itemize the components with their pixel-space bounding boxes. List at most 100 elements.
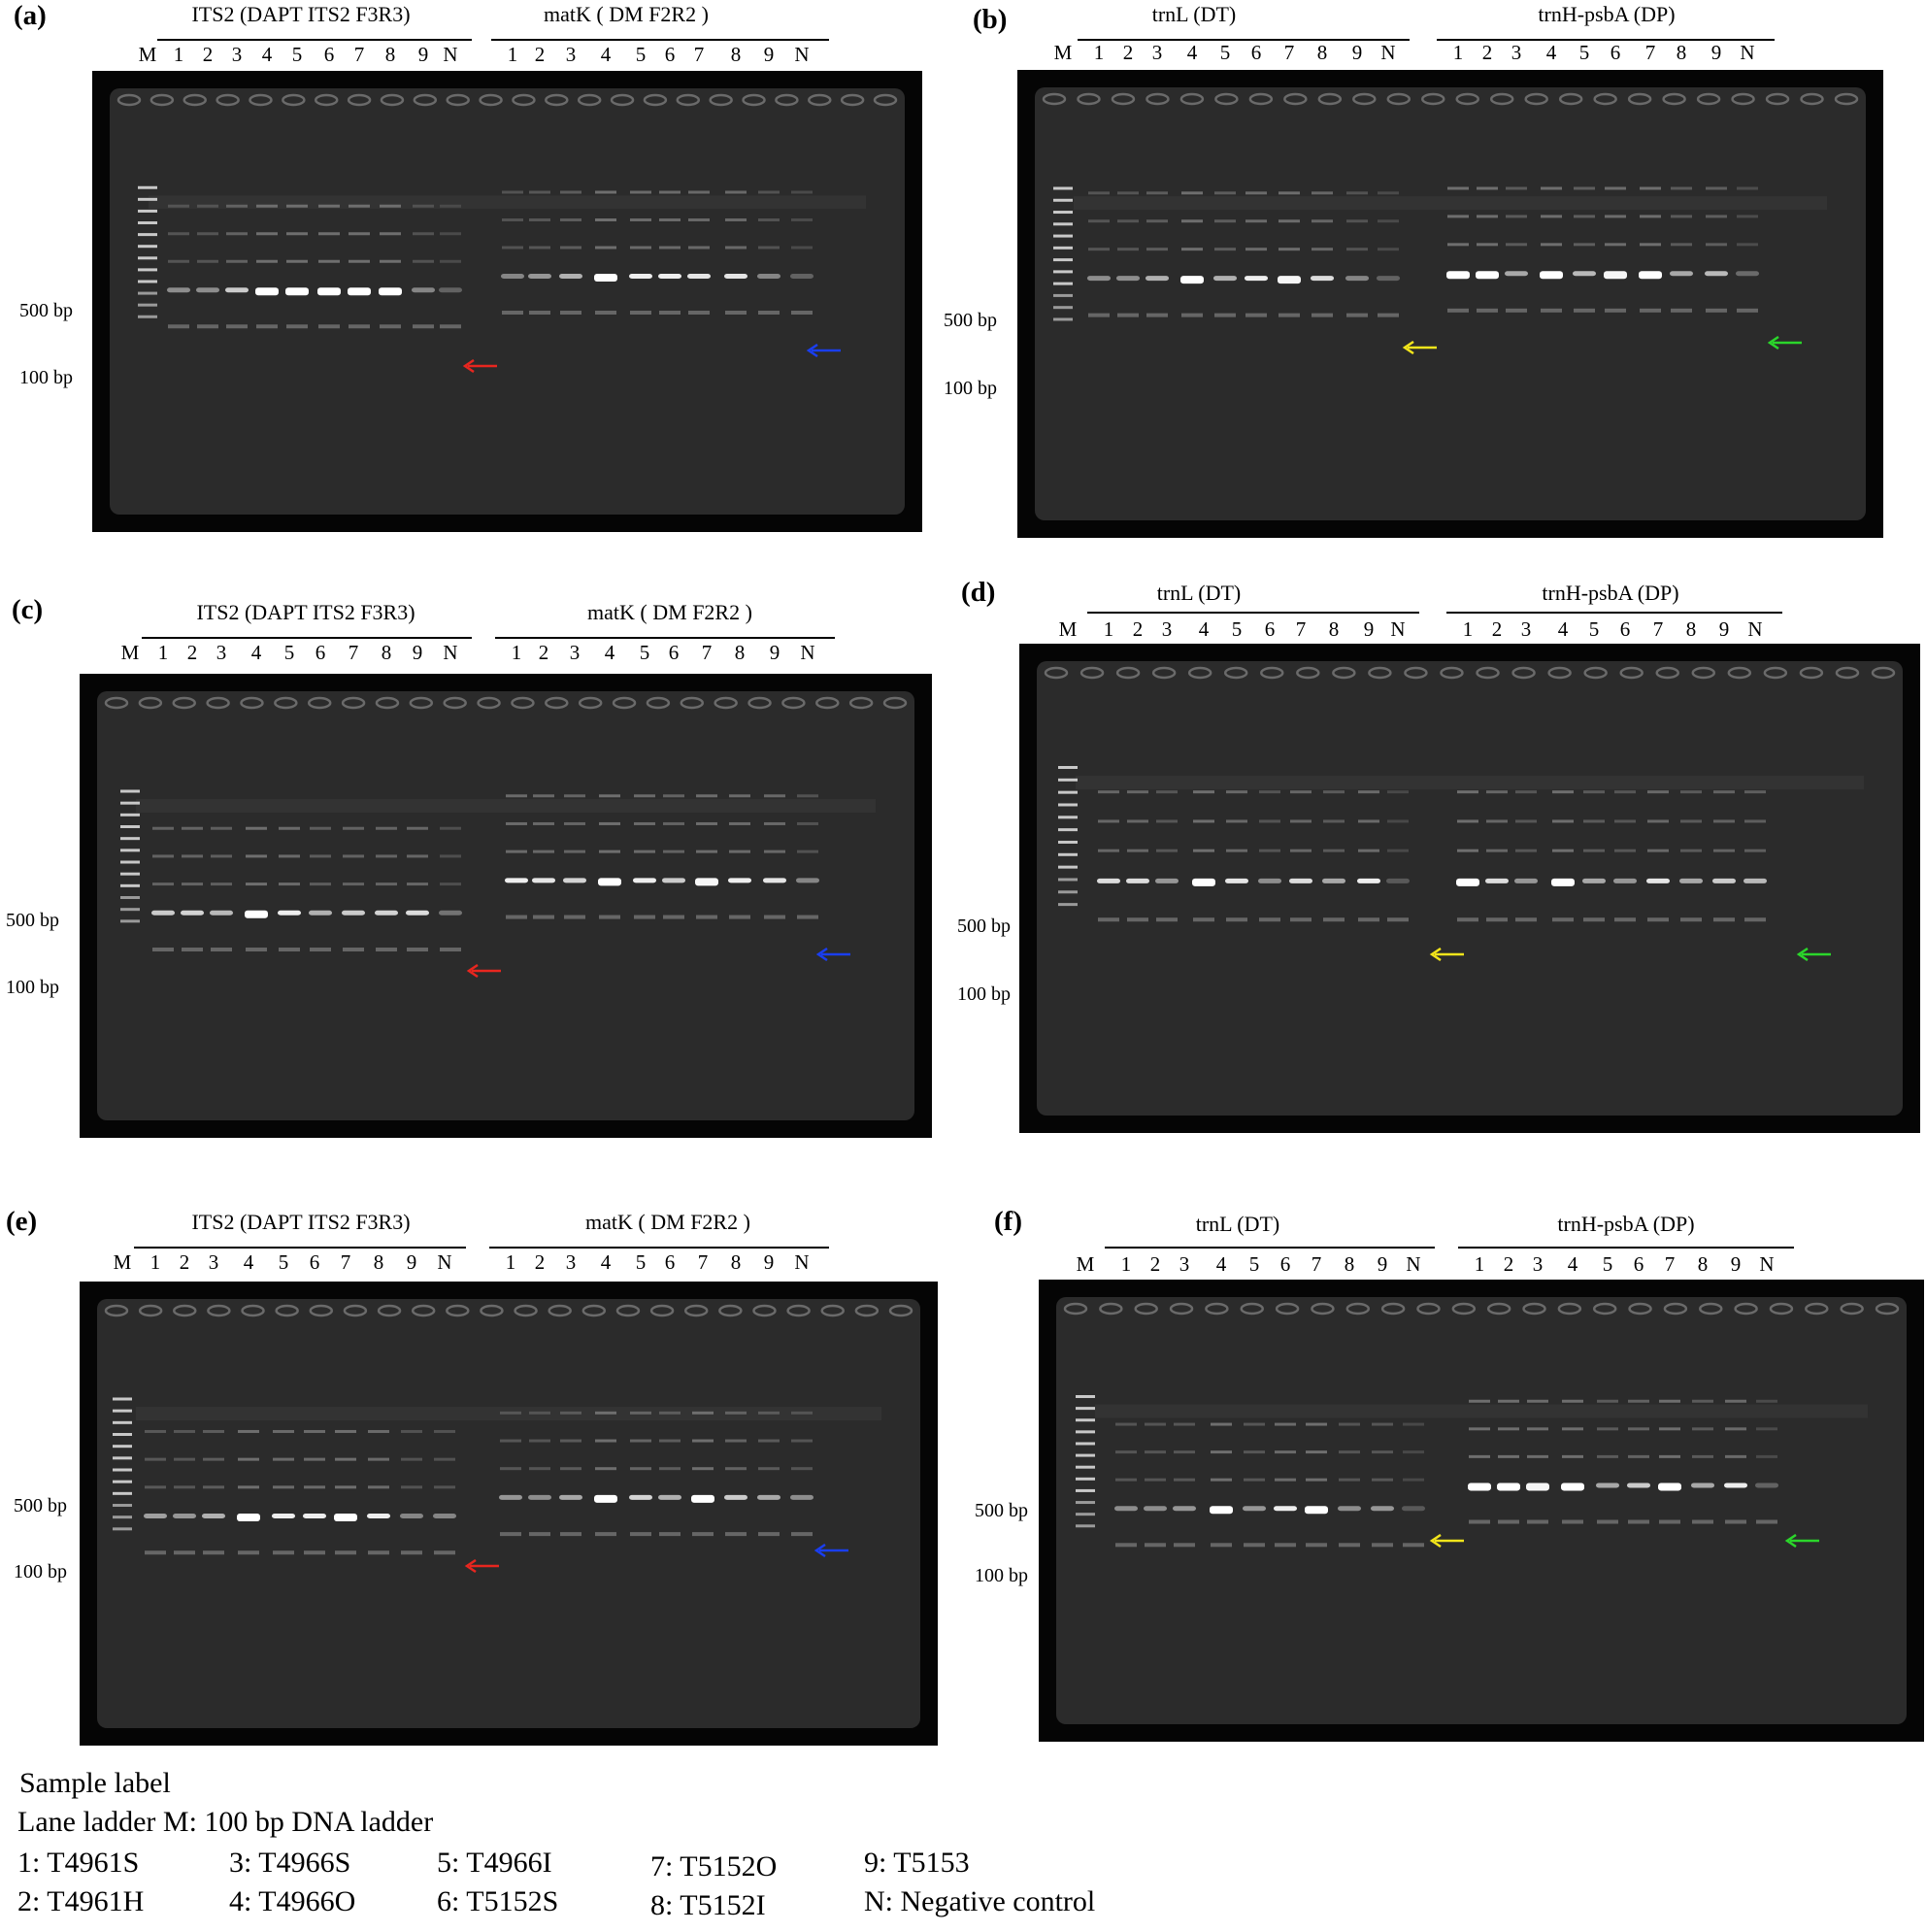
faint-band xyxy=(1226,849,1247,852)
faint-band xyxy=(1115,1450,1137,1454)
faint-band xyxy=(1671,215,1692,218)
faint-band xyxy=(1659,1427,1680,1431)
faint-band xyxy=(310,883,331,886)
marker-500bp: 500 bp xyxy=(6,910,59,931)
primer-band xyxy=(1339,1543,1360,1548)
faint-band xyxy=(630,218,651,221)
lane-label: 3 xyxy=(1151,41,1163,64)
lane-label: 1 xyxy=(511,641,522,664)
primer-band xyxy=(440,324,461,329)
gel-smear xyxy=(136,799,876,814)
faint-band xyxy=(211,883,232,886)
sample-band xyxy=(167,287,190,293)
ladder-band xyxy=(1053,306,1073,310)
gel-well xyxy=(1386,92,1411,106)
lane-label: 2 xyxy=(1149,1252,1161,1276)
lane-label: 3 xyxy=(1511,41,1522,64)
primer-band xyxy=(1506,308,1527,313)
gel-well xyxy=(1592,1302,1617,1316)
sample-band xyxy=(1289,878,1312,883)
lane-label: 6 xyxy=(1619,617,1631,641)
sample-band xyxy=(375,910,398,916)
gel-well xyxy=(1283,92,1308,106)
faint-band xyxy=(659,218,681,221)
faint-band xyxy=(663,794,684,798)
sample-band xyxy=(1514,878,1538,883)
lane-label: 2 xyxy=(202,43,214,66)
primer-band xyxy=(663,915,684,919)
primer-band xyxy=(1275,1543,1296,1548)
primer-band xyxy=(1457,917,1478,922)
faint-band xyxy=(663,849,684,853)
gel-well xyxy=(1248,92,1274,106)
faint-band xyxy=(335,1457,356,1461)
ladder-band xyxy=(138,256,157,260)
faint-band xyxy=(1498,1454,1519,1458)
gel-well xyxy=(775,93,799,107)
faint-band xyxy=(506,821,527,825)
sample-band xyxy=(1210,1506,1233,1515)
primer-band xyxy=(226,324,248,329)
gel-well xyxy=(1593,92,1617,106)
faint-band xyxy=(1486,849,1508,852)
lane-label: 9 xyxy=(763,43,775,66)
faint-band xyxy=(246,854,267,858)
faint-band xyxy=(595,1439,616,1443)
gel-well xyxy=(548,1304,572,1317)
faint-band xyxy=(1312,219,1333,223)
faint-band xyxy=(1614,849,1636,852)
faint-band xyxy=(696,821,717,825)
lane-label: 8 xyxy=(730,43,742,66)
sample-band xyxy=(245,910,268,918)
gel-well xyxy=(1663,1302,1688,1316)
faint-band xyxy=(1744,819,1766,823)
gel-well xyxy=(1345,1302,1371,1316)
lane-label: 4 xyxy=(243,1250,254,1274)
lane-label: 9 xyxy=(406,1250,417,1274)
gel-well xyxy=(138,696,163,710)
gel-well xyxy=(848,696,874,710)
lane-label: 5 xyxy=(1219,41,1231,64)
faint-band xyxy=(273,1485,294,1489)
faint-band xyxy=(1515,819,1537,823)
faint-band xyxy=(1358,790,1379,794)
faint-band xyxy=(197,259,218,263)
gel-well xyxy=(1799,666,1824,680)
gel-well xyxy=(1205,1302,1229,1316)
group-header-1: trnL (DT) xyxy=(1156,581,1242,605)
sample-band xyxy=(1613,878,1637,883)
faint-band xyxy=(1306,1422,1327,1426)
legend-item-4: 4: T4966O xyxy=(229,1885,356,1917)
faint-band xyxy=(630,246,651,250)
faint-band xyxy=(791,1439,813,1443)
faint-band xyxy=(599,849,620,853)
lane-label-ladder: M xyxy=(1076,1252,1095,1276)
faint-band xyxy=(1477,243,1498,247)
gel-well xyxy=(840,93,865,107)
lane-label: 8 xyxy=(734,641,746,664)
primer-band xyxy=(560,311,581,315)
faint-band xyxy=(1312,191,1333,195)
faint-band xyxy=(1181,219,1203,223)
faint-band xyxy=(1486,819,1508,823)
faint-band xyxy=(1737,243,1758,247)
sample-band xyxy=(225,287,249,293)
gel-well xyxy=(1214,92,1239,106)
lane-label: 8 xyxy=(1685,617,1697,641)
faint-band xyxy=(1378,191,1399,195)
ladder-band xyxy=(1076,1477,1095,1481)
gel-body xyxy=(1056,1297,1907,1724)
sample-band xyxy=(303,1514,326,1518)
lane-label: 8 xyxy=(730,1250,742,1274)
gel-well xyxy=(240,696,264,710)
faint-band xyxy=(168,259,189,263)
faint-band xyxy=(1447,243,1469,247)
gel-well xyxy=(1805,1302,1829,1316)
faint-band xyxy=(380,232,401,236)
faint-band xyxy=(797,849,818,853)
marker-100bp: 100 bp xyxy=(6,977,59,998)
primer-band xyxy=(1756,1519,1777,1524)
ladder-band xyxy=(113,1445,132,1449)
sample-band xyxy=(334,1514,357,1521)
left-arrow-icon xyxy=(815,947,850,962)
